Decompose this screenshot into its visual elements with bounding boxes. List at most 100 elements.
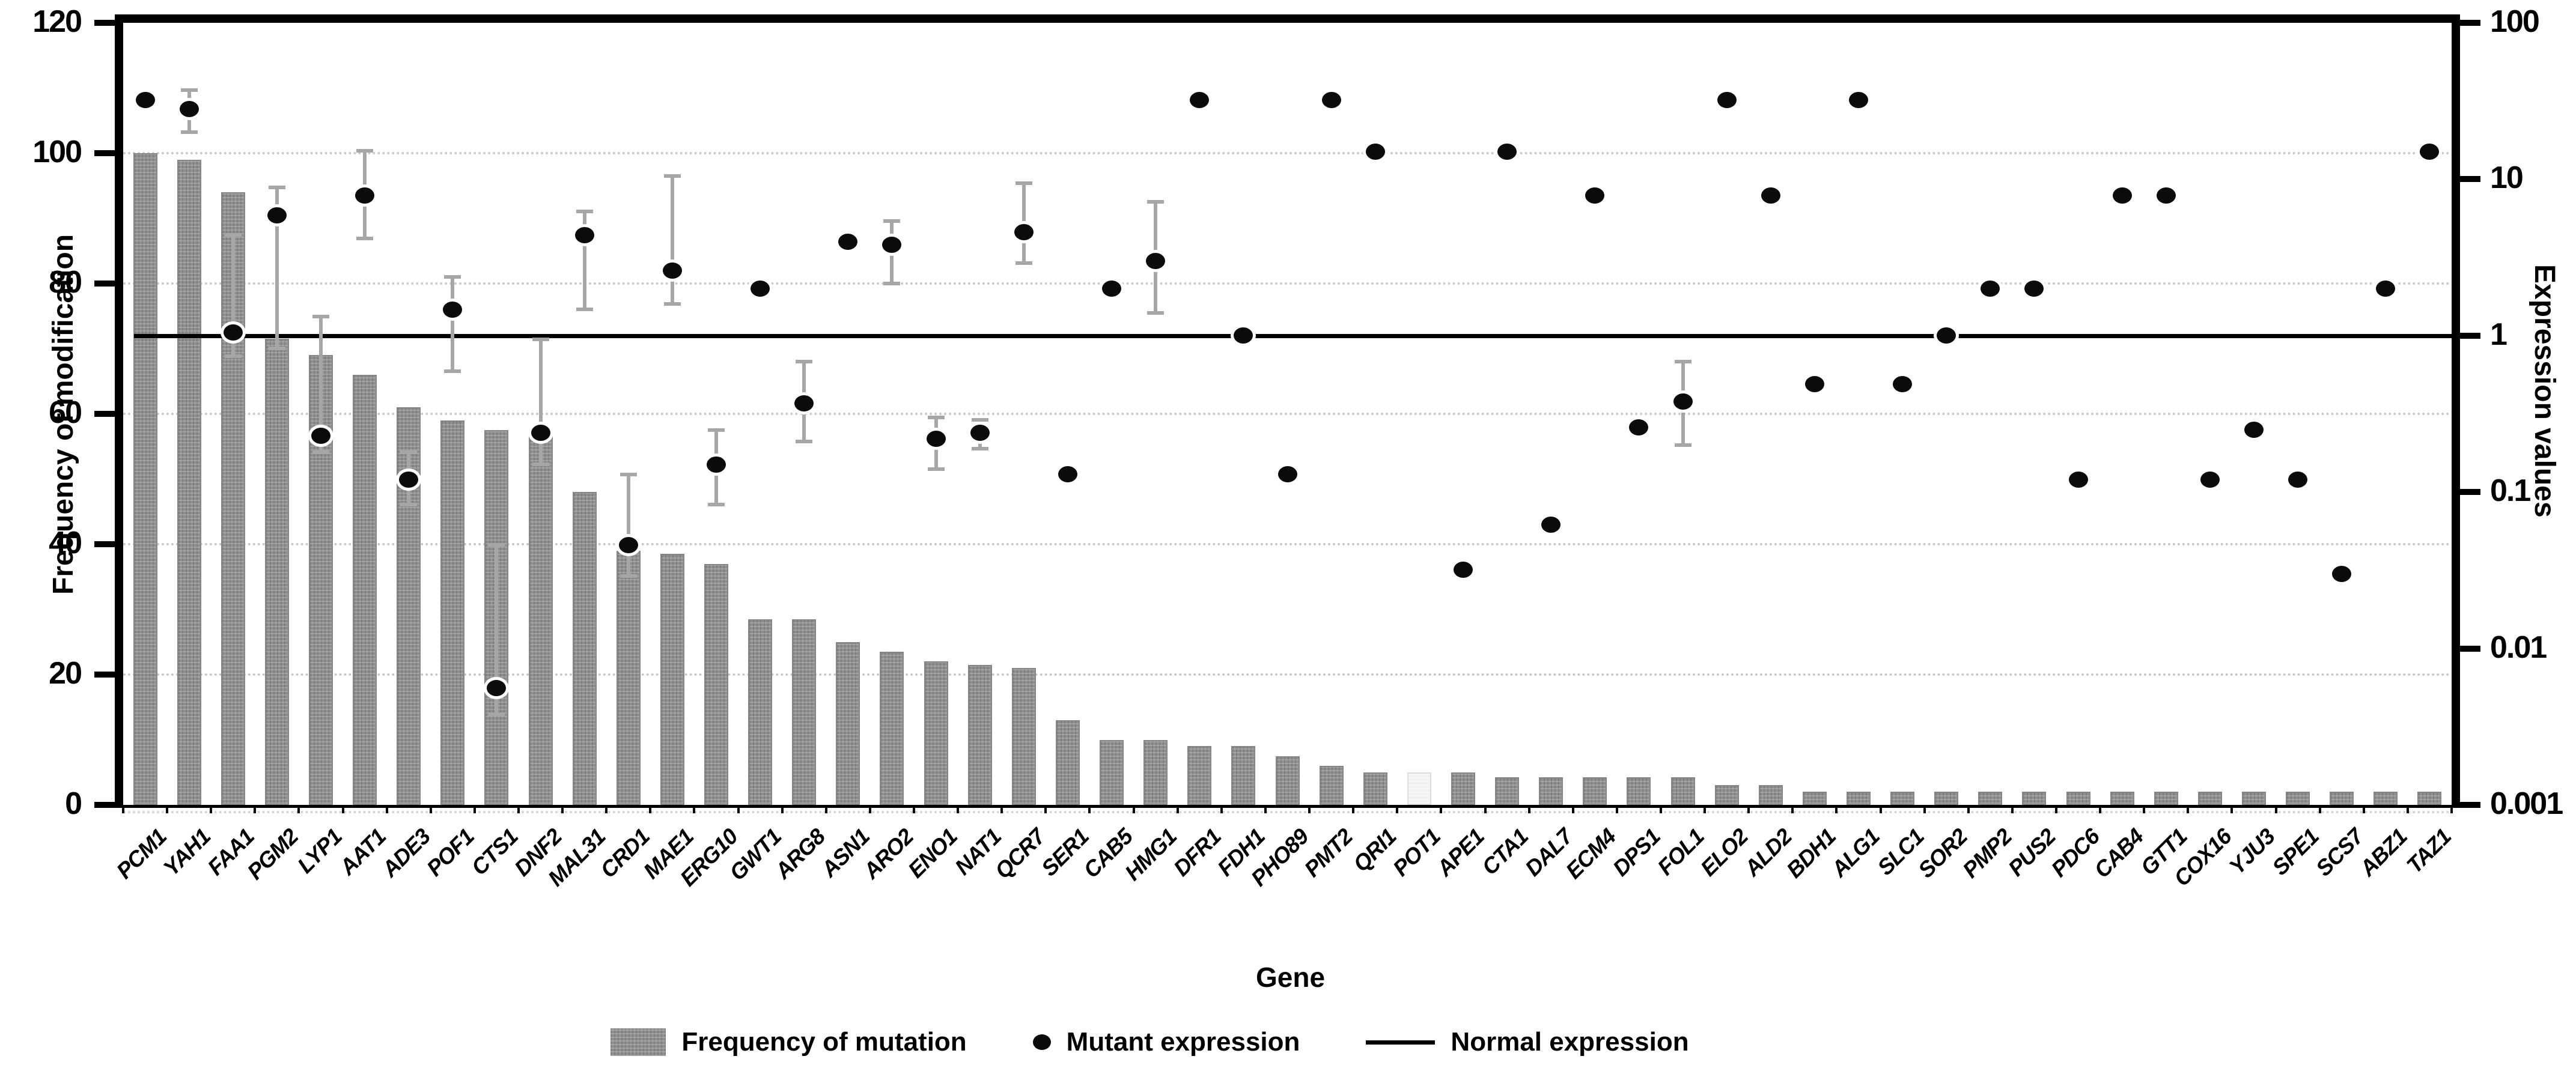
mutant-expression-dot-GWT1 — [748, 277, 773, 300]
mutant-expression-dot-FAA1 — [220, 321, 246, 344]
x-label-PMP2: PMP2 — [1957, 824, 2017, 883]
left-tick-120 — [94, 20, 123, 26]
mutant-expression-dot-CRD1 — [615, 533, 641, 556]
left-tick-40 — [94, 541, 123, 547]
x-label-ALG1: ALG1 — [1827, 824, 1884, 882]
error-cap-bottom-PGM2 — [268, 346, 285, 350]
bar-FDH1 — [1231, 746, 1256, 805]
bar-MAE1 — [660, 554, 684, 805]
x-label-YJU3: YJU3 — [2224, 824, 2280, 879]
mutant-expression-dot-ABZ1 — [2373, 277, 2399, 300]
x-label-ADE3: ADE3 — [377, 824, 435, 882]
bar-APE1 — [1451, 772, 1475, 805]
bar-PUS2 — [2022, 792, 2047, 805]
mutant-expression-dot-PUS2 — [2021, 277, 2047, 300]
left-tick-60 — [94, 411, 123, 417]
error-cap-top-NAT1 — [971, 417, 988, 422]
error-cap-top-AAT1 — [356, 149, 374, 153]
mutant-expression-dot-POF1 — [440, 298, 466, 321]
bar-ECM4 — [1583, 777, 1607, 805]
mutant-expression-dot-MAL31 — [571, 223, 597, 246]
error-cap-top-QCR7 — [1015, 181, 1032, 186]
bar-GWT1 — [748, 619, 773, 805]
left-tick-label-20: 20 — [49, 656, 82, 691]
x-label-TAZ1: TAZ1 — [2401, 824, 2456, 878]
mutant-expression-dot-PMT2 — [1318, 89, 1344, 112]
x-label-PDC6: PDC6 — [2046, 824, 2104, 882]
error-cap-top-CRD1 — [620, 472, 637, 476]
bar-AAT1 — [353, 374, 377, 805]
x-boundary-tick — [1835, 805, 1838, 813]
mutant-expression-dot-SER1 — [1055, 463, 1080, 486]
error-bar-POF1 — [451, 277, 455, 372]
legend-item-normal-expression: Normal expression — [1366, 1027, 1689, 1057]
mutant-expression-dot-PCM1 — [132, 89, 158, 112]
x-boundary-tick — [1704, 805, 1707, 813]
x-label-SOR2: SOR2 — [1913, 824, 1973, 883]
x-boundary-tick — [1132, 805, 1135, 813]
x-boundary-tick — [517, 805, 520, 813]
x-boundary-tick — [1571, 805, 1574, 813]
x-label-DPS1: DPS1 — [1607, 824, 1665, 881]
error-cap-bottom-DNF2 — [532, 463, 549, 467]
x-label-QCR7: QCR7 — [990, 824, 1050, 884]
error-cap-bottom-LYP1 — [312, 450, 329, 454]
error-bar-FAA1 — [231, 235, 235, 356]
error-cap-top-ENO1 — [927, 415, 945, 419]
bar-ASN1 — [836, 642, 860, 805]
bar-MAL31 — [572, 492, 597, 805]
right-tick-0.1 — [2460, 489, 2480, 496]
x-axis-line — [115, 805, 2460, 808]
left-tick-20 — [94, 672, 123, 678]
x-label-DFR1: DFR1 — [1168, 824, 1226, 881]
x-label-SCS7: SCS7 — [2310, 824, 2368, 881]
mutant-expression-dot-DNF2 — [528, 421, 553, 444]
bar-ABZ1 — [2374, 792, 2398, 805]
bar-CTA1 — [1495, 777, 1520, 805]
right-tick-0.01 — [2460, 645, 2480, 652]
x-label-ARO2: ARO2 — [858, 824, 918, 884]
x-label-CRD1: CRD1 — [595, 824, 654, 883]
mutant-expression-dot-ENO1 — [923, 427, 949, 450]
error-bar-LYP1 — [319, 316, 323, 452]
bar-POT1 — [1407, 772, 1431, 805]
x-boundary-tick — [2274, 805, 2277, 813]
x-boundary-tick — [2362, 805, 2365, 813]
x-boundary-tick — [1791, 805, 1794, 813]
left-tick-label-100: 100 — [32, 135, 82, 169]
error-cap-top-POF1 — [444, 275, 461, 279]
right-axis-line — [2452, 14, 2460, 807]
mutant-expression-dot-APE1 — [1450, 558, 1476, 581]
x-label-BDH1: BDH1 — [1782, 824, 1841, 883]
mutant-expression-dot-DAL7 — [1538, 513, 1564, 536]
left-tick-label-0: 0 — [65, 786, 82, 821]
right-tick-10 — [2460, 176, 2480, 183]
x-label-SER1: SER1 — [1037, 824, 1094, 881]
mutant-expression-dot-ELO2 — [1714, 89, 1740, 112]
bar-QRI1 — [1363, 772, 1387, 805]
right-tick-label-0.01: 0.01 — [2490, 629, 2547, 665]
line-swatch-icon — [1366, 1040, 1436, 1045]
right-tick-label-100: 100 — [2490, 4, 2540, 39]
x-boundary-tick — [1396, 805, 1399, 813]
x-boundary-tick — [2318, 805, 2321, 813]
mutant-expression-dot-DFR1 — [1187, 89, 1213, 112]
error-cap-top-ADE3 — [400, 450, 418, 454]
mutant-expression-dot-SLC1 — [1890, 372, 1916, 395]
x-label-ENO1: ENO1 — [903, 824, 962, 883]
x-label-CAB4: CAB4 — [2089, 824, 2148, 883]
x-boundary-tick — [1000, 805, 1003, 813]
error-cap-bottom-ERG10 — [708, 503, 725, 507]
right-tick-100 — [2460, 20, 2480, 26]
bar-SOR2 — [1934, 792, 1959, 805]
bar-PMT2 — [1319, 765, 1344, 805]
error-cap-bottom-MAE1 — [663, 302, 681, 306]
error-cap-top-ERG10 — [708, 428, 725, 432]
right-tick-label-10: 10 — [2490, 160, 2524, 196]
bar-QCR7 — [1011, 668, 1036, 805]
legend-label: Mutant expression — [1066, 1027, 1300, 1057]
error-cap-bottom-HMG1 — [1147, 311, 1165, 315]
error-cap-top-FOL1 — [1674, 360, 1691, 364]
error-cap-top-MAL31 — [576, 210, 593, 214]
mutant-expression-dot-YJU3 — [2241, 419, 2267, 441]
